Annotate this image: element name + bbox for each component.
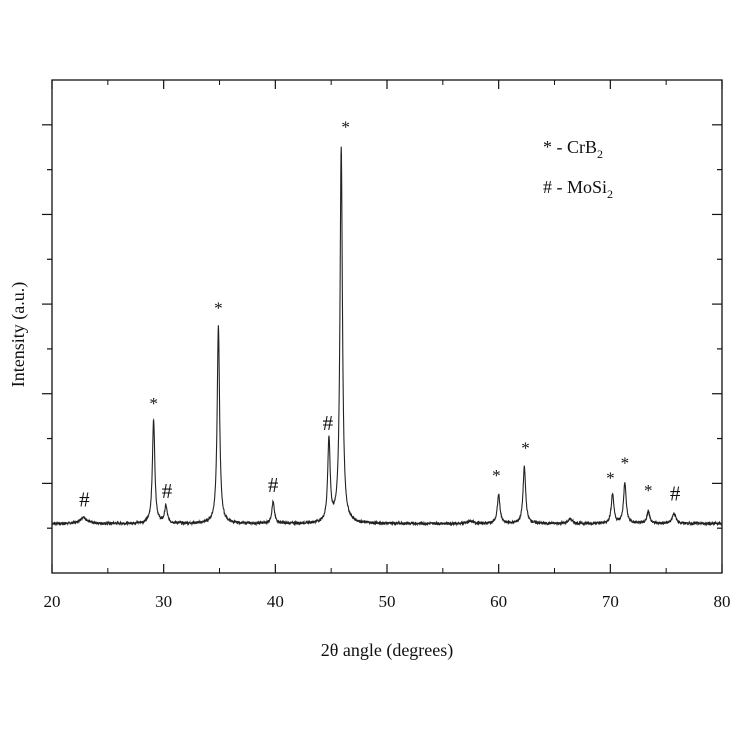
legend-entry: * - CrB2 (543, 137, 603, 161)
xrd-pattern-line (51, 146, 723, 527)
mosi2-peak-marker: # (323, 411, 334, 435)
x-tick-label: 50 (379, 592, 396, 611)
plot-frame (51, 79, 723, 574)
mosi2-peak-marker: # (268, 473, 279, 497)
legend-entry: # - MoSi2 (543, 177, 613, 201)
x-tick-label: 60 (490, 592, 507, 611)
mosi2-peak-marker: # (79, 488, 90, 512)
y-axis-title: Intensity (a.u.) (8, 282, 29, 387)
x-tick-label: 70 (602, 592, 619, 611)
crb2-peak-marker: * (606, 468, 615, 487)
x-tick-label: 80 (714, 592, 731, 611)
crb2-peak-marker: * (341, 118, 350, 137)
x-axis-title: 2θ angle (degrees) (321, 640, 454, 661)
x-tick-label: 30 (155, 592, 172, 611)
mosi2-peak-marker: # (162, 479, 173, 503)
crb2-peak-marker: * (521, 439, 530, 458)
x-tick-label: 20 (44, 592, 61, 611)
crb2-peak-marker: * (644, 481, 653, 500)
crb2-peak-marker: * (621, 453, 630, 472)
crb2-peak-marker: * (492, 466, 501, 485)
crb2-peak-marker: * (149, 394, 158, 413)
mosi2-peak-marker: # (670, 481, 681, 505)
crb2-peak-marker: * (214, 298, 223, 317)
x-tick-label: 40 (267, 592, 284, 611)
